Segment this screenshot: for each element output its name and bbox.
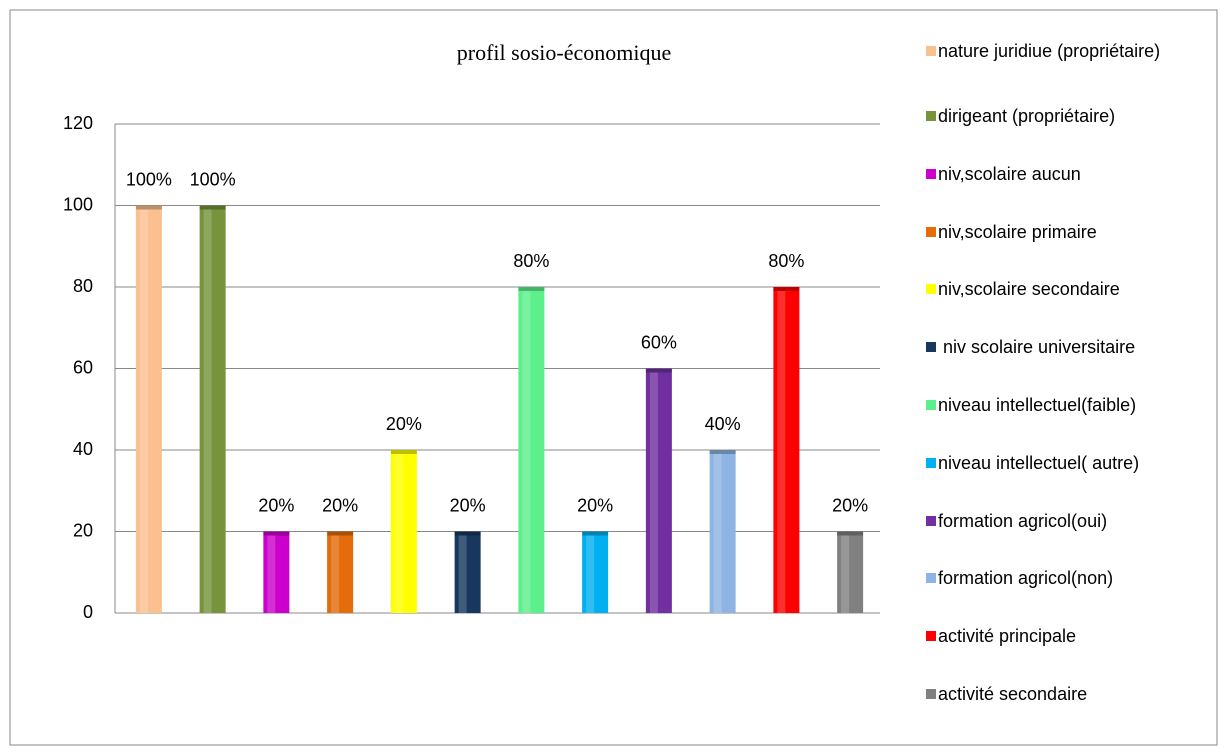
bar xyxy=(582,531,609,613)
legend-entry: niveau intellectuel(faible) xyxy=(926,394,1216,416)
legend-label: formation agricol(oui) xyxy=(938,510,1108,531)
bar-shade xyxy=(522,291,531,613)
bar xyxy=(454,531,481,613)
legend-label: niv,scolaire primaire xyxy=(938,221,1097,242)
legend-entry: niv scolaire universitaire xyxy=(926,336,1216,358)
data-label: 40% xyxy=(705,414,741,434)
legend-swatch xyxy=(926,46,936,56)
legend-entry: niv,scolaire secondaire xyxy=(926,278,1216,300)
y-tick-label: 100 xyxy=(63,194,93,214)
legend-entry: niveau intellectuel( autre) xyxy=(926,452,1216,474)
legend-entry: activité principale xyxy=(926,625,1216,647)
legend-swatch xyxy=(926,689,936,699)
bar xyxy=(518,287,545,613)
legend-swatch xyxy=(926,631,936,642)
y-tick-label: 120 xyxy=(63,113,93,133)
bar-cap xyxy=(327,531,354,536)
chart-title: profil sosio-économique xyxy=(457,40,671,65)
legend-label: niveau intellectuel( autre) xyxy=(938,452,1140,473)
bar-cap xyxy=(518,287,545,291)
bar-shade xyxy=(394,454,403,613)
y-tick-label: 60 xyxy=(73,357,93,377)
data-label: 80% xyxy=(768,251,804,271)
data-label: 100% xyxy=(126,169,172,189)
legend-swatch xyxy=(926,342,936,353)
legend-swatch xyxy=(926,400,936,410)
legend-label: activité secondaire xyxy=(938,684,1088,704)
data-label: 20% xyxy=(258,495,294,515)
data-label: 60% xyxy=(641,332,677,352)
bar-shade xyxy=(586,535,595,613)
legend-entry: formation agricol(oui) xyxy=(926,510,1216,532)
legend-swatch xyxy=(926,168,936,179)
bar-cap xyxy=(199,205,226,210)
bar-cap xyxy=(709,450,736,454)
bar-shade xyxy=(458,535,467,613)
legend-entry: formation agricol(non) xyxy=(926,567,1216,589)
bar-cap xyxy=(582,531,609,536)
bar-cap xyxy=(645,368,672,373)
legend-swatch xyxy=(926,284,936,295)
data-label: 20% xyxy=(832,495,868,515)
legend-label: niveau intellectuel(faible) xyxy=(938,395,1137,415)
bar-shade xyxy=(649,372,658,613)
bar-shade xyxy=(331,535,340,613)
y-tick-label: 20 xyxy=(73,520,93,540)
bar-shade xyxy=(139,209,148,613)
bar-shade xyxy=(203,209,212,613)
bar xyxy=(327,531,354,613)
bar xyxy=(135,205,162,613)
bar-cap xyxy=(773,287,800,291)
legend-swatch xyxy=(926,573,936,584)
bar xyxy=(263,531,290,613)
legend-label: nature juridiue (propriétaire) xyxy=(938,41,1161,61)
legend-label: dirigeant (propriétaire) xyxy=(938,106,1116,126)
legend-label: niv,scolaire aucun xyxy=(938,163,1081,184)
y-tick-label: 40 xyxy=(73,439,93,459)
legend-entry: niv,scolaire primaire xyxy=(926,221,1216,243)
bar-shade xyxy=(267,535,276,613)
legend-entry: niv,scolaire aucun xyxy=(926,163,1216,185)
legend-entry: dirigeant (propriétaire) xyxy=(926,105,1216,127)
bar-shade xyxy=(841,535,850,613)
data-label: 100% xyxy=(190,169,236,189)
bar-cap xyxy=(390,450,417,454)
bar-cap xyxy=(837,531,864,536)
legend-label: activité principale xyxy=(938,626,1077,647)
legend-entry: activité secondaire xyxy=(926,683,1216,705)
bar-shade xyxy=(713,454,722,613)
bar-cap xyxy=(135,205,162,210)
data-label: 20% xyxy=(386,414,422,434)
legend-swatch xyxy=(926,457,936,468)
bar-cap xyxy=(454,531,481,536)
bar xyxy=(390,450,417,613)
bar-shade xyxy=(777,291,786,613)
legend-entry: nature juridiue (propriétaire) xyxy=(926,40,1216,62)
legend-label: niv,scolaire secondaire xyxy=(938,279,1120,300)
y-tick-label: 80 xyxy=(73,276,93,296)
bar xyxy=(645,368,672,613)
legend-label: formation agricol(non) xyxy=(938,568,1114,589)
data-label: 20% xyxy=(322,495,358,515)
data-label: 20% xyxy=(577,495,613,515)
legend-label: niv scolaire universitaire xyxy=(938,337,1136,358)
bar xyxy=(837,531,864,613)
bar xyxy=(199,205,226,613)
legend-swatch xyxy=(926,515,936,526)
legend-swatch xyxy=(926,226,936,237)
bar xyxy=(773,287,800,613)
bar xyxy=(709,450,736,613)
data-label: 80% xyxy=(513,251,549,271)
data-label: 20% xyxy=(450,495,486,515)
y-tick-label: 0 xyxy=(83,602,93,622)
legend-swatch xyxy=(926,111,936,121)
bar-cap xyxy=(263,531,290,536)
